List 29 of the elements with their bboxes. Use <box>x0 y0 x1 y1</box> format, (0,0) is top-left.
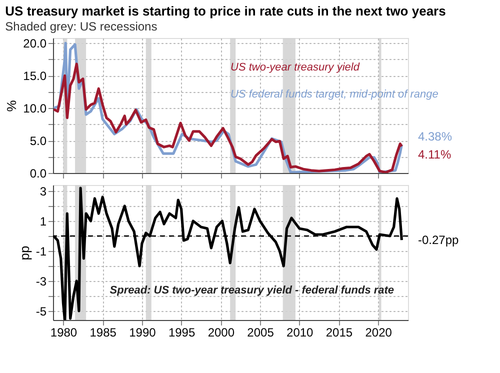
x-tick-label: 1985 <box>90 326 117 340</box>
y-tick-label: 5.0 <box>30 134 47 148</box>
y-tick-label: 10.0 <box>23 102 47 116</box>
x-tick-label: 2010 <box>286 326 314 340</box>
text: US federal funds target, mid-point of range <box>230 88 438 101</box>
x-tick-label: 1995 <box>168 326 196 340</box>
y-tick-label: 3 <box>40 184 47 198</box>
chart-title: US treasury market is starting to price in rate cuts in the next two years <box>5 4 446 19</box>
x-tick-label: 1980 <box>50 326 78 340</box>
y-tick-label: -5 <box>36 304 47 318</box>
y-tick-label: -1 <box>36 244 47 258</box>
y-tick-label: 20.0 <box>23 36 47 51</box>
x-tick-label: 2020 <box>365 326 392 340</box>
x-tick-label: 1990 <box>129 326 156 340</box>
text: -0.27pp <box>418 233 460 248</box>
y-tick-label: -3 <box>36 274 47 288</box>
text: US two-year treasury yield <box>230 62 360 74</box>
chart-subtitle: Shaded grey: US recessions <box>5 20 158 34</box>
x-tick-label: 2005 <box>247 326 274 340</box>
y-tick-label: 15.0 <box>23 69 47 84</box>
y-axis-title: pp <box>16 246 32 260</box>
y-axis-title: % <box>4 100 20 112</box>
text: 4.38% <box>418 130 452 144</box>
x-tick-label: 2015 <box>326 326 353 340</box>
x-tick-label: 2000 <box>208 326 235 340</box>
text: 4.11% <box>418 147 452 162</box>
y-tick-label: 1 <box>40 214 47 228</box>
annotation: Spread: US two-year treasury yield - federal funds rate <box>110 284 394 296</box>
y-tick-label: 0.0 <box>30 166 47 180</box>
